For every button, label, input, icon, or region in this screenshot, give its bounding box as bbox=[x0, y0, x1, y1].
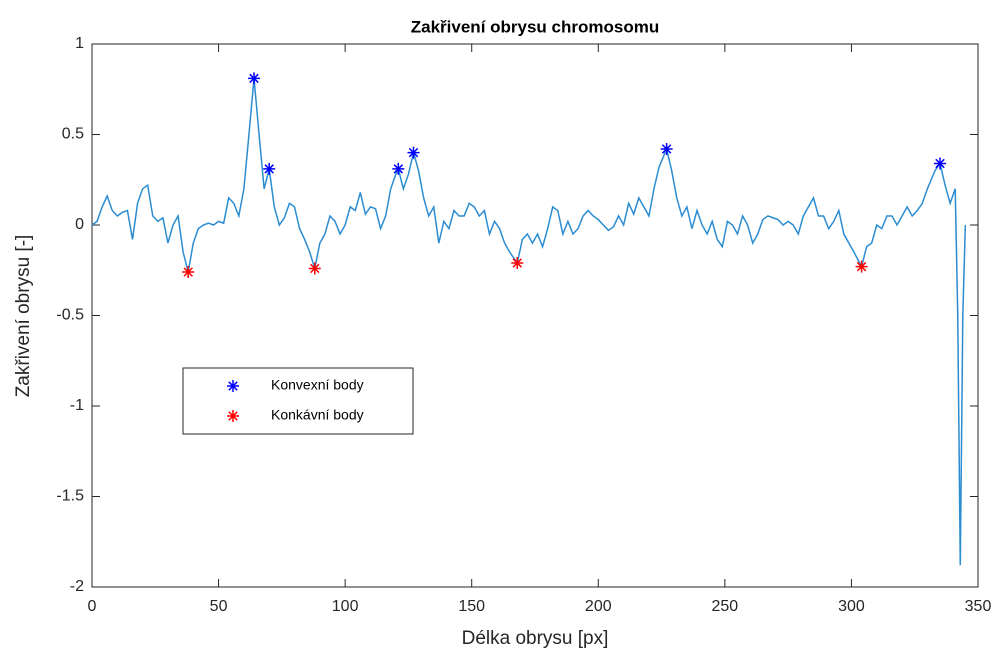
x-tick-label: 50 bbox=[210, 598, 228, 615]
legend-marker bbox=[227, 410, 239, 422]
y-tick-label: -1.5 bbox=[56, 488, 84, 505]
data-point bbox=[660, 142, 673, 155]
legend-label: Konvexní body bbox=[271, 377, 364, 393]
y-tick-label: 1 bbox=[75, 35, 84, 52]
legend-marker bbox=[227, 380, 239, 392]
x-tick-label: 300 bbox=[838, 598, 865, 615]
x-tick-label: 350 bbox=[965, 598, 992, 615]
data-point bbox=[248, 72, 261, 85]
data-point bbox=[511, 257, 524, 270]
data-point bbox=[392, 162, 405, 175]
x-tick-label: 150 bbox=[458, 598, 485, 615]
x-tick-label: 100 bbox=[332, 598, 359, 615]
y-tick-label: -0.5 bbox=[56, 307, 84, 324]
data-point bbox=[407, 146, 420, 159]
y-tick-label: -2 bbox=[70, 578, 84, 595]
data-point bbox=[855, 260, 868, 273]
chart-title: Zakřivení obrysu chromosomu bbox=[411, 17, 659, 36]
y-axis-label: Zakřivení obrysu [-] bbox=[13, 235, 34, 398]
legend-box bbox=[182, 367, 414, 435]
x-tick-label: 200 bbox=[585, 598, 612, 615]
x-tick-label: 250 bbox=[712, 598, 739, 615]
x-axis-label: Délka obrysu [px] bbox=[462, 628, 609, 649]
data-point bbox=[934, 157, 947, 170]
data-point bbox=[263, 162, 276, 175]
y-tick-label: -1 bbox=[70, 397, 84, 414]
legend: Konvexní body Konkávní body bbox=[182, 367, 414, 435]
data-line bbox=[91, 78, 967, 566]
y-tick-label: 0 bbox=[75, 216, 84, 233]
data-point bbox=[182, 266, 195, 279]
x-tick-label: 0 bbox=[88, 598, 97, 615]
legend-label: Konkávní body bbox=[271, 407, 364, 423]
plot-frame bbox=[91, 43, 979, 588]
y-tick-label: 0.5 bbox=[62, 126, 84, 143]
data-point bbox=[308, 262, 321, 275]
